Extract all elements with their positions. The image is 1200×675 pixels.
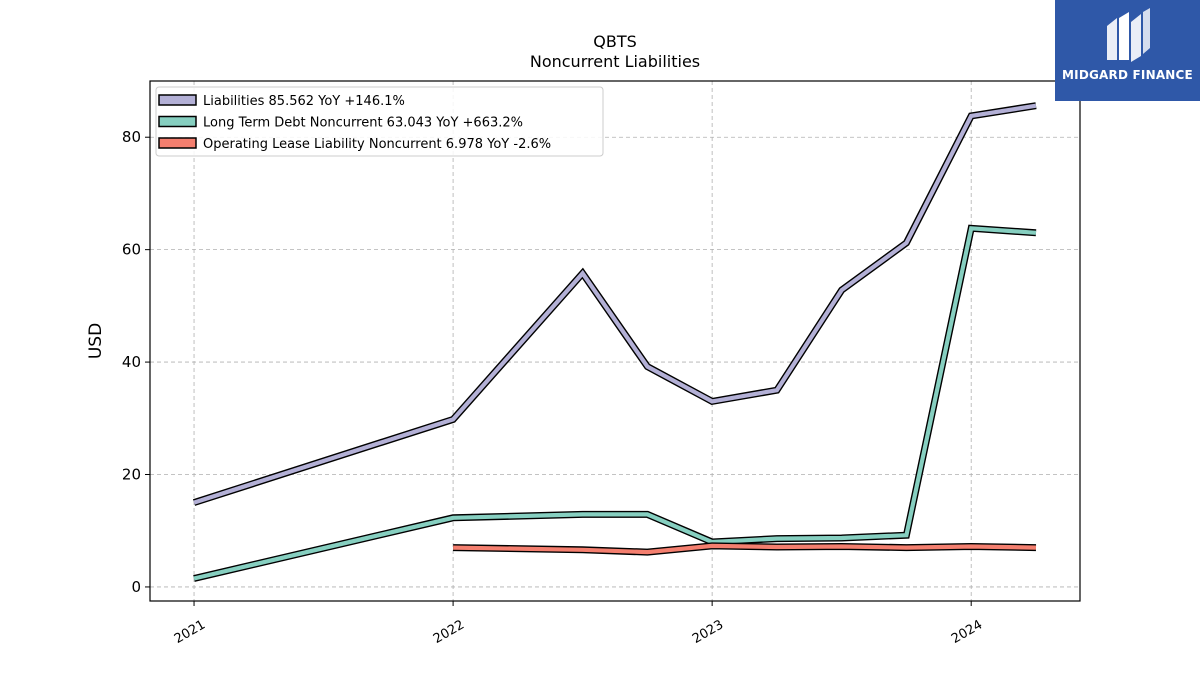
y-axis-label: USD (86, 323, 106, 359)
legend-box (155, 86, 604, 157)
chart-title: QBTS (593, 32, 637, 51)
legend-label-1: Liabilities 85.562 YoY +146.1% (203, 94, 405, 109)
y-tick-label: 20 (122, 466, 141, 484)
plot-frame (149, 80, 1081, 602)
chart-subtitle: Noncurrent Liabilities (530, 52, 700, 71)
legend-swatch-3 (158, 137, 197, 149)
legend: Liabilities 85.562 YoY +146.1% Long Term … (155, 86, 604, 157)
x-axis-ticks: 2021 2022 2023 2024 (172, 601, 985, 647)
series-line-2 (193, 226, 1037, 581)
legend-label-2: Long Term Debt Noncurrent 63.043 YoY +66… (203, 116, 523, 131)
series-line-3 (453, 543, 1037, 555)
x-tick-label: 2023 (690, 617, 726, 647)
x-tick-label: 2022 (431, 617, 467, 647)
y-tick-label: 60 (122, 241, 141, 259)
y-axis-ticks: 0 20 40 60 80 (122, 128, 150, 596)
brand-mark-icon (1107, 8, 1150, 62)
grid (150, 81, 1080, 601)
y-tick-label: 40 (122, 353, 141, 371)
y-tick-label: 0 (131, 578, 141, 596)
series-line-1 (193, 103, 1037, 505)
legend-swatch-1 (158, 94, 197, 106)
brand-logo: MIDGARD FINANCE (1055, 0, 1200, 101)
legend-label-3: Operating Lease Liability Noncurrent 6.9… (203, 137, 551, 152)
brand-name: MIDGARD FINANCE (1062, 68, 1193, 82)
y-tick-label: 80 (122, 128, 141, 146)
legend-swatch-2 (158, 115, 197, 128)
plot-lines (192, 102, 1037, 582)
x-tick-label: 2021 (172, 617, 208, 647)
series-outline-1 (192, 102, 1037, 506)
x-tick-label: 2024 (949, 617, 985, 647)
